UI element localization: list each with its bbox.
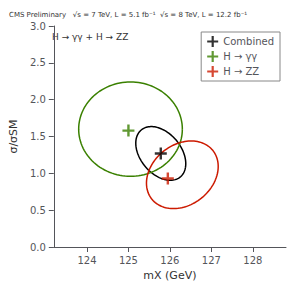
svg-text:σ/σSM: σ/σSM xyxy=(7,119,20,153)
svg-text:H → γγ + H → ZZ: H → γγ + H → ZZ xyxy=(52,32,128,42)
svg-text:127: 127 xyxy=(202,255,221,266)
svg-text:Combined: Combined xyxy=(223,36,274,47)
svg-text:1.0: 1.0 xyxy=(30,168,46,179)
svg-text:2.0: 2.0 xyxy=(30,94,46,105)
svg-text:0.0: 0.0 xyxy=(30,242,46,253)
svg-text:0.5: 0.5 xyxy=(30,205,46,216)
svg-text:mX (GeV): mX (GeV) xyxy=(143,269,196,282)
svg-text:128: 128 xyxy=(243,255,262,266)
svg-text:CMS Preliminary √s = 7 TeV,: CMS Preliminary √s = 7 TeV, L = 5.1 fb⁻¹… xyxy=(9,11,247,19)
svg-text:3.0: 3.0 xyxy=(30,21,46,32)
svg-text:H → ZZ: H → ZZ xyxy=(223,66,259,77)
svg-text:1.5: 1.5 xyxy=(30,131,46,142)
svg-text:H → γγ: H → γγ xyxy=(223,51,257,62)
svg-text:125: 125 xyxy=(119,255,138,266)
svg-text:2.5: 2.5 xyxy=(30,57,46,68)
svg-text:124: 124 xyxy=(77,255,96,266)
svg-text:126: 126 xyxy=(160,255,179,266)
